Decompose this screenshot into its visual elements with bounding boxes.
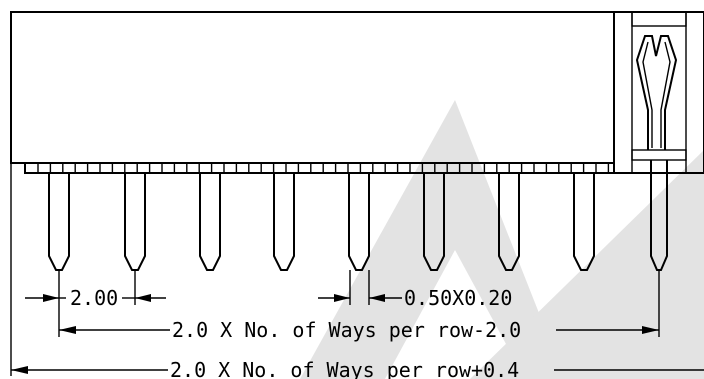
pin-section-dimension: 0.50X0.20 [318,286,512,310]
pitch-label: 2.00 [70,286,118,310]
pin [573,173,595,271]
inner-span-dimension: 2.0 X No. of Ways per row-2.0 [59,318,659,342]
pin [199,173,221,271]
housing-body [10,11,615,164]
watermark-logo [300,100,704,379]
overall-length-label: 2.0 X No. of Ways per row+0.4 [170,358,519,379]
extension-lines [10,163,660,376]
contact-spring [635,35,678,150]
pitch-dimension: 2.00 [25,286,166,310]
pin [48,173,70,271]
inner-span-label: 2.0 X No. of Ways per row-2.0 [172,318,521,342]
pin [498,173,520,271]
overall-length-dimension: 2.0 X No. of Ways per row+0.4 [11,358,704,379]
section-view [613,11,704,174]
pin-row [48,173,595,271]
pin [348,173,370,271]
standoff-ribs [37,163,610,173]
pin [273,173,295,271]
pin-section-label: 0.50X0.20 [404,286,512,310]
pin [423,173,445,271]
pin [124,173,146,271]
standoff-strip [24,162,615,174]
